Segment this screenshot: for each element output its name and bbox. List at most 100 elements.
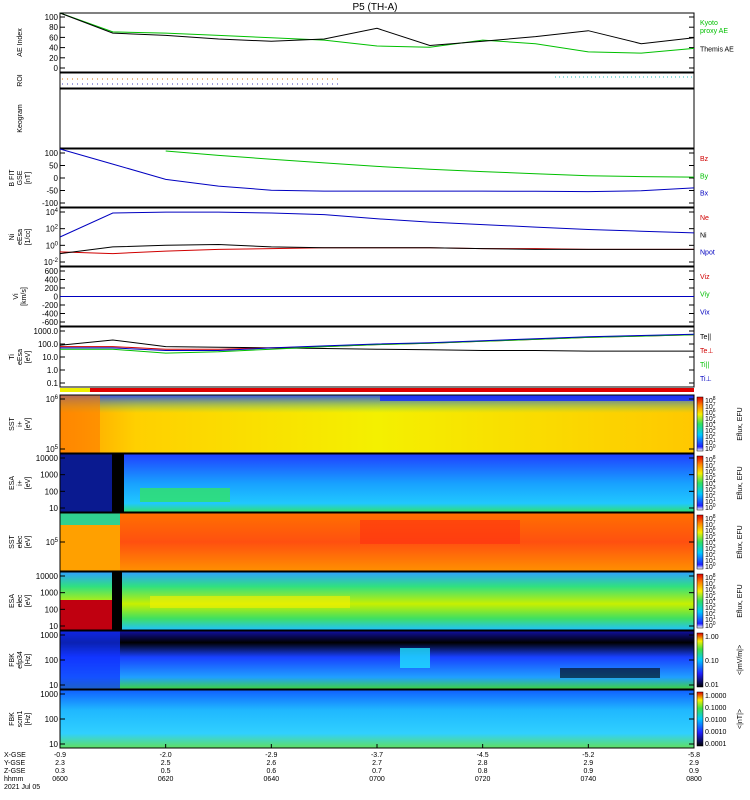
ylabel-fbk_e-0: FBK (9, 653, 16, 667)
ytick-label-sst_i-1: 105 (46, 445, 59, 454)
colorbar-label-fbk_b-3: 0.0010 (705, 729, 727, 736)
ytick-label-sst_i-0: 106 (46, 395, 59, 404)
ytick-label-bfit-4: -100 (42, 199, 59, 208)
colorbar-esa_e (696, 573, 704, 629)
colorbar-label-sst_i-6: 102 (705, 432, 716, 441)
panel-frame-esa_e (59, 571, 695, 631)
colorbar-title-esa_i: Eflux, EFU (737, 466, 744, 499)
xaxis-x-6: -5.8 (688, 752, 700, 759)
ytick-label-bfit-1: 50 (49, 162, 58, 171)
xaxis-z-3: 0.7 (372, 768, 382, 775)
xaxis-z-6: 0.9 (689, 768, 699, 775)
colorbar-label-sst_i-3: 105 (705, 414, 716, 423)
ylabel-vi-0: Vi (13, 293, 20, 300)
legend-ae-1: Themis AE (700, 47, 734, 54)
colorbar-label-esa_i-2: 106 (705, 467, 716, 476)
line-traces (59, 12, 695, 354)
sst-ion-spectrogram (60, 395, 694, 453)
colorbar-title-sst_e: Eflux, EFU (737, 525, 744, 558)
legend-vi-2: Vix (700, 309, 710, 316)
legend-ti-1: Te⊥ (700, 348, 714, 355)
colorbar-label-sst_e-6: 102 (705, 550, 716, 559)
ylabel-ti-2: [eV] (25, 351, 32, 364)
xaxis-z-2: 0.6 (266, 768, 276, 775)
ylabel-esa_e-1: elec (17, 594, 24, 607)
colorbar-label-sst_i-4: 104 (705, 420, 716, 429)
ylabel-ti-0: Ti (9, 354, 16, 360)
xaxis-z-0: 0.3 (55, 768, 65, 775)
ytick-label-vi-6: -600 (42, 318, 59, 327)
ytick-label-vi-3: 0 (54, 293, 59, 302)
fbk-bfield-spectrogram (60, 690, 694, 748)
xaxis-x-3: -3.7 (371, 752, 383, 759)
legend-ae-0: Kyoto proxy AE (700, 20, 728, 35)
trace-density-2 (59, 211, 695, 238)
xaxis-y-5: 2.9 (583, 760, 593, 767)
colorbar-label-sst_i-1: 107 (705, 402, 716, 411)
colorbar-label-sst_i-5: 103 (705, 426, 716, 435)
panel-frame-roi (59, 72, 695, 89)
xaxis-row-label-1: Y-GSE (4, 760, 25, 767)
legend-ni-1: Ni (700, 232, 707, 239)
colorbar-sst_e (696, 514, 704, 570)
trace-temperature-2 (60, 334, 695, 354)
ytick-label-esa_e-0: 10000 (36, 572, 59, 581)
colorbar-label-esa_e-2: 106 (705, 585, 716, 594)
colorbar-label-sst_e-7: 101 (705, 556, 716, 565)
colorbar-label-fbk_e-1: 0.10 (705, 658, 719, 665)
ytick-label-sst_e-0: 105 (46, 538, 59, 547)
ytick-label-ae-4: 20 (49, 54, 58, 63)
ytick-label-fbk_b-0: 1000 (40, 690, 58, 699)
ylabel-bfit-0: B FIT (9, 169, 16, 187)
ylabel-ni-2: [1/cc] (25, 229, 32, 246)
xaxis-t-3: 0700 (369, 776, 385, 783)
trace-ae-1 (59, 12, 695, 47)
ytick-label-bfit-2: 0 (54, 174, 59, 183)
ytick-label-esa_e-3: 10 (49, 622, 58, 631)
xaxis-row-label-0: X-GSE (4, 752, 26, 759)
colorbar-label-esa_i-5: 103 (705, 485, 716, 494)
plot-title: P5 (TH-A) (353, 2, 398, 13)
ylabel-fbk_e-1: efp34 (17, 651, 24, 669)
ytick-label-vi-1: 400 (45, 276, 59, 285)
colorbar-label-fbk_b-2: 0.0100 (705, 717, 727, 724)
ylabel-roi-0: ROI (17, 74, 24, 87)
ytick-label-ae-0: 100 (45, 13, 59, 22)
colorbar-label-fbk_b-0: 1.0000 (705, 693, 727, 700)
ylabel-esa_i-2: [eV] (25, 477, 32, 490)
ylabel-ti-1: eEsa (17, 349, 24, 365)
ytick-label-fbk_e-2: 10 (49, 681, 58, 690)
xaxis-x-1: -2.0 (160, 752, 172, 759)
colorbar-label-esa_i-7: 101 (705, 497, 716, 506)
colorbar-label-fbk_e-0: 1.00 (705, 634, 719, 641)
xaxis-row-label-2: Z-GSE (4, 768, 26, 775)
ylabel-sst_i-1: i+ (17, 421, 24, 427)
colorbar-label-esa_e-8: 100 (705, 621, 716, 630)
ylabel-fbk_b-1: scm1 (17, 711, 24, 728)
ylabel-esa_i-0: ESA (9, 476, 16, 490)
colorbar-title-fbk_b: <|nT|> (737, 709, 744, 729)
ylabel-fbk_b-0: FBK (9, 712, 16, 726)
colorbar-label-esa_i-1: 107 (705, 461, 716, 470)
ytick-label-vi-4: -200 (42, 301, 59, 310)
ylabel-bfit-1: GSE (17, 170, 24, 185)
colorbar-label-sst_i-0: 108 (705, 396, 716, 405)
sst-electron-spectrogram (60, 513, 694, 571)
colorbar-title-fbk_e: <|mV/m|> (737, 645, 744, 675)
xaxis-t-0: 0600 (52, 776, 68, 783)
colorbar-label-esa_e-0: 108 (705, 573, 716, 582)
xaxis-t-5: 0740 (581, 776, 597, 783)
trace-ae-0 (59, 12, 695, 54)
trace-density-0 (59, 247, 694, 255)
xaxis-y-4: 2.8 (478, 760, 488, 767)
colorbar-label-sst_e-8: 100 (705, 562, 716, 571)
xaxis-y-2: 2.6 (266, 760, 276, 767)
xaxis-x-2: -2.9 (265, 752, 277, 759)
ytick-label-ti-1: 100.0 (38, 340, 59, 349)
xaxis-y-1: 2.5 (161, 760, 171, 767)
ytick-label-fbk_e-0: 1000 (40, 631, 58, 640)
trace-bfit-2 (59, 148, 695, 193)
